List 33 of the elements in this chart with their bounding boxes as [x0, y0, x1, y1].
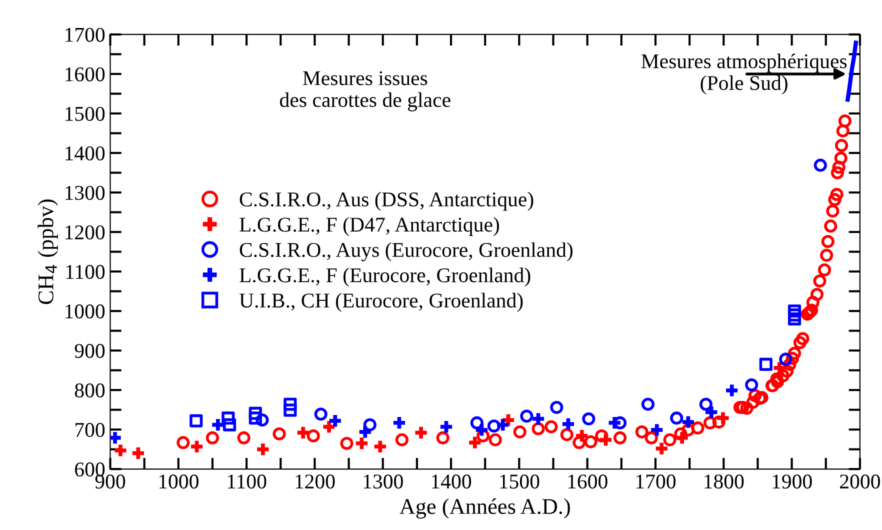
legend-label: U.I.B., CH (Eurocore, Groenland)	[239, 292, 523, 312]
y-tick-label: 600	[75, 462, 105, 476]
legend-label: C.S.I.R.O., Auys (Eurocore, Groenland)	[240, 242, 572, 262]
y-tick-label: 700	[76, 422, 105, 437]
x-tick-label: 1400	[432, 474, 472, 489]
y-tick-label: 1400	[66, 146, 105, 160]
y-tick-label: 1300	[66, 186, 105, 200]
x-tick-label: 1800	[704, 474, 744, 489]
x-tick-label: 1700	[636, 474, 676, 489]
y-axis-title: CH$_{4}$ (ppbv)	[38, 200, 58, 304]
x-tick-label: 1000	[159, 474, 198, 489]
legend-label: C.S.I.R.O., Aus (DSS, Antarctique)	[240, 192, 534, 211]
x-tick-label: 1900	[772, 474, 812, 489]
y-tick-label: 800	[74, 383, 105, 398]
annotation: Mesures atmosphériques (Pole Sud)	[641, 54, 847, 94]
x-tick-label: 1500	[500, 474, 540, 489]
y-tick-label: 1100	[66, 264, 105, 279]
y-tick-label: 1700	[66, 28, 105, 42]
x-tick-label: 900	[95, 474, 126, 489]
x-tick-label: 1200	[296, 474, 335, 489]
y-tick-label: 900	[74, 344, 105, 358]
annotation: Mesures issues des carottes de glace	[280, 71, 450, 112]
y-tick-label: 1200	[66, 225, 105, 240]
x-tick-label: 1600	[568, 474, 608, 489]
legend-label: L.G.G.E., F (D47, Antarctique)	[240, 217, 500, 236]
x-axis-title: Age (Années A.D.)	[400, 498, 570, 519]
y-tick-label: 1500	[66, 106, 105, 121]
y-tick-label: 1000	[66, 304, 105, 318]
legend-label: L.G.G.E., F (Eurocore, Groenland)	[240, 268, 530, 287]
x-tick-label: 1100	[228, 474, 266, 489]
x-tick-label: 2000	[840, 474, 880, 489]
x-tick-label: 1300	[364, 474, 403, 489]
y-tick-label: 1600	[66, 67, 105, 82]
